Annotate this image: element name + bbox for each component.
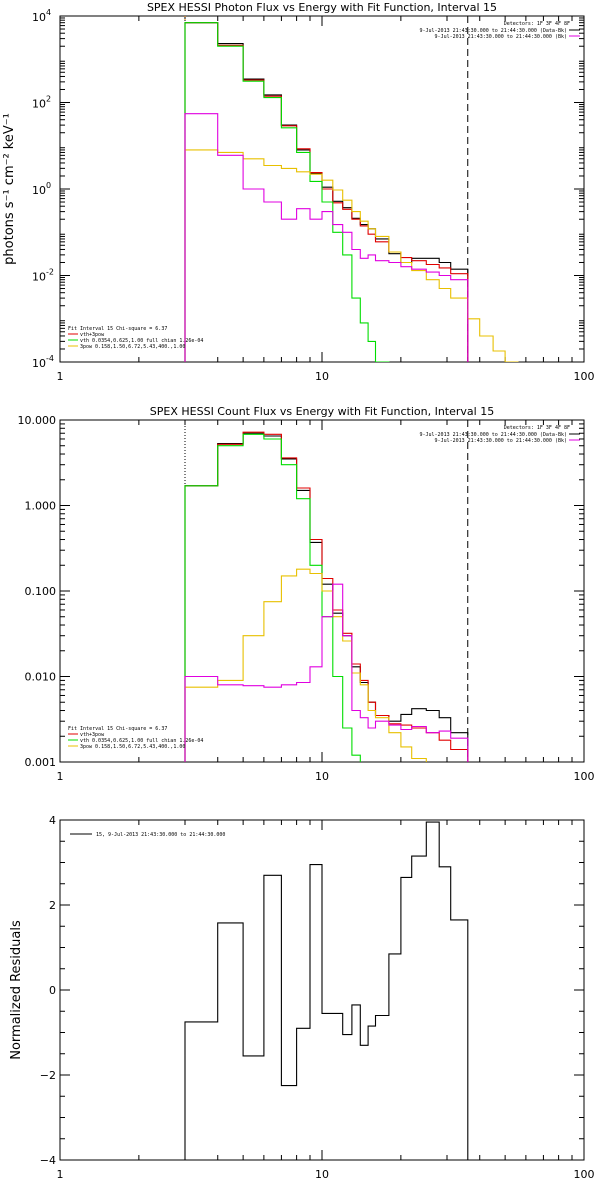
y-tick-label: 102 — [32, 95, 51, 111]
x-tick-label: 100 — [574, 1168, 595, 1181]
chart-panel-3: 1 10 100 −4 −2 0 2 4 Normalized Residuals 15, 9-J… — [9, 814, 595, 1181]
legend-entry: 9-Jul-2013 21:43:30.000 to 21:44:30.000 … — [419, 432, 567, 438]
chart-title: SPEX HESSI Count Flux vs Energy with Fit… — [150, 405, 494, 418]
x-tick-label: 100 — [574, 370, 595, 383]
y-tick-base: 10 — [32, 98, 46, 111]
y-tick-base: 10 — [32, 11, 46, 24]
y-tick-label: 1.000 — [25, 500, 57, 513]
legend-entry: vth+3pow — [80, 332, 105, 338]
legend-entry: vth 0.0354,0.625,1.00 full chian 1.26e-0… — [80, 338, 203, 344]
x-tick-label: 1 — [57, 770, 64, 783]
x-tick-label: 10 — [315, 1168, 329, 1181]
y-tick-label: −4 — [40, 1154, 56, 1167]
y-axis-label: photons s⁻¹ cm⁻² keV⁻¹ — [2, 113, 17, 265]
y-tick-exp: -2 — [46, 268, 54, 277]
y-tick-exp: 0 — [46, 181, 51, 190]
legend-entry: vth 0.0354,0.625,1.00 full chian 1.26e-0… — [80, 738, 203, 744]
y-tick-label: 4 — [49, 814, 56, 827]
chart-panel-2: SPEX HESSI Count Flux vs Energy with Fit… — [18, 405, 595, 783]
legend-fit-header: Fit Interval 15 Chi-square = 6.37 — [68, 726, 167, 732]
x-tick-label: 100 — [574, 770, 595, 783]
y-tick-label: 0.010 — [25, 671, 57, 684]
x-tick-label: 10 — [315, 770, 329, 783]
chart-panel-1: SPEX HESSI Photon Flux vs Energy with Fi… — [2, 1, 595, 383]
y-tick-base: 10 — [32, 357, 46, 370]
y-tick-label: 0.100 — [25, 585, 57, 598]
legend-entry: 9-Jul-2013 21:43:30.000 to 21:44:30.000 … — [435, 438, 567, 444]
legend-entry: vth+3pow — [80, 732, 105, 738]
legend-entry: 9-Jul-2013 21:43:30.000 to 21:44:30.000 … — [419, 28, 567, 34]
y-tick-label: 10-2 — [32, 268, 54, 284]
x-tick-label: 10 — [315, 370, 329, 383]
y-tick-label: 104 — [32, 8, 51, 24]
legend-detectors: Detectors: 1F 3F 4F 8F — [504, 21, 570, 27]
y-tick-label: 0 — [49, 984, 56, 997]
y-tick-base: 10 — [32, 271, 46, 284]
legend-entry: 15, 9-Jul-2013 21:43:30.000 to 21:44:30.… — [96, 832, 225, 838]
x-tick-label: 1 — [57, 1168, 64, 1181]
y-tick-label: −2 — [40, 1069, 56, 1082]
legend-entry: 3pow 0.158,1.50,6.72,5.43,400.,1.00 — [80, 744, 185, 750]
legend-entry: 9-Jul-2013 21:43:30.000 to 21:44:30.000 … — [435, 34, 567, 40]
series-15 — [184, 821, 469, 1160]
y-tick-label: 100 — [32, 181, 51, 197]
y-tick-exp: 2 — [46, 95, 51, 104]
series-bk — [184, 113, 469, 362]
legend-entry: 3pow 0.158,1.50,6.72,5.43,400.,1.00 — [80, 344, 185, 350]
y-tick-label: 2 — [49, 899, 56, 912]
y-tick-label: 0.001 — [25, 756, 57, 769]
series-vth-3pow — [184, 431, 469, 762]
series-vth — [184, 433, 361, 762]
y-tick-label: 10-4 — [32, 354, 54, 370]
chart-title: SPEX HESSI Photon Flux vs Energy with Fi… — [147, 1, 497, 14]
y-tick-exp: -4 — [46, 354, 54, 363]
y-tick-label: 10.000 — [18, 414, 57, 427]
series-data-bk — [184, 22, 469, 362]
y-tick-base: 10 — [32, 184, 46, 197]
series-data-bk — [184, 432, 469, 762]
y-axis-label: Normalized Residuals — [9, 920, 24, 1060]
series-bk — [184, 583, 469, 762]
legend-fit-header: Fit Interval 15 Chi-square = 6.37 — [68, 326, 167, 332]
legend-detectors: Detectors: 1F 3F 4F 8F — [504, 425, 570, 431]
series-vth-3pow — [184, 22, 469, 362]
series-3pow — [184, 568, 427, 762]
x-tick-label: 1 — [57, 370, 64, 383]
series-vth — [184, 22, 390, 362]
y-tick-exp: 4 — [46, 8, 51, 17]
